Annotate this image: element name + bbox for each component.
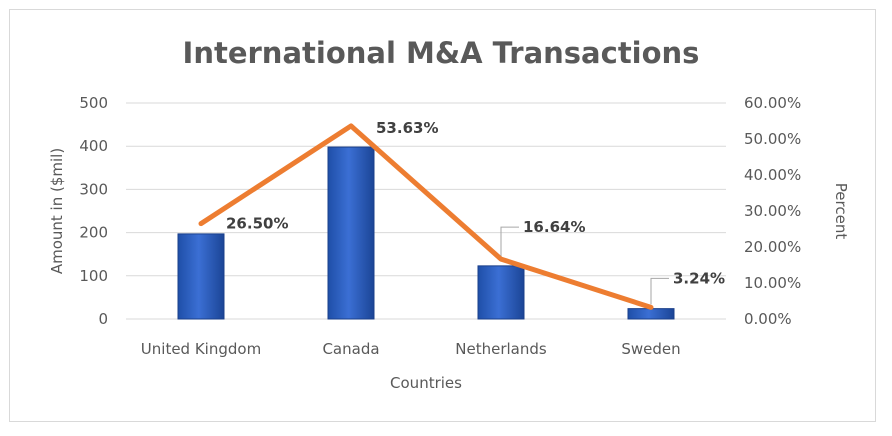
y2-tick-label: 60.00% bbox=[744, 94, 801, 112]
data-labels: 26.50% 53.63% 16.64% 3.24% bbox=[226, 119, 725, 287]
y2-tick-label: 10.00% bbox=[744, 274, 801, 292]
x-tick-label: Sweden bbox=[621, 340, 680, 358]
bar bbox=[177, 233, 225, 320]
y-tick-label: 200 bbox=[79, 224, 108, 242]
x-axis-title: Countries bbox=[390, 374, 462, 392]
chart-title: International M&A Transactions bbox=[183, 36, 700, 70]
bar-series bbox=[177, 146, 675, 320]
y-tick-label: 300 bbox=[79, 180, 108, 198]
chart-area bbox=[9, 9, 876, 422]
y2-tick-label: 50.00% bbox=[744, 130, 801, 148]
y2-tick-label: 40.00% bbox=[744, 166, 801, 184]
bar bbox=[477, 265, 525, 320]
y-axis-ticks: 0 100 200 300 400 500 bbox=[79, 94, 108, 328]
bar bbox=[627, 308, 675, 320]
x-tick-label: Canada bbox=[322, 340, 379, 358]
data-label: 16.64% bbox=[523, 218, 585, 236]
x-axis-ticks: United Kingdom Canada Netherlands Sweden bbox=[141, 340, 681, 358]
x-tick-label: United Kingdom bbox=[141, 340, 261, 358]
leader-line bbox=[500, 226, 519, 257]
leader-line bbox=[650, 277, 669, 305]
y2-tick-label: 30.00% bbox=[744, 202, 801, 220]
x-tick-label: Netherlands bbox=[455, 340, 547, 358]
y-tick-label: 500 bbox=[79, 94, 108, 112]
y2-axis-ticks: 0.00% 10.00% 20.00% 30.00% 40.00% 50.00% 60.00… bbox=[744, 94, 801, 328]
y2-axis-title: Percent bbox=[832, 183, 850, 240]
line-series bbox=[198, 123, 654, 310]
data-label: 53.63% bbox=[376, 119, 438, 137]
data-label: 3.24% bbox=[673, 269, 725, 287]
data-label: 26.50% bbox=[226, 215, 288, 233]
y-tick-label: 100 bbox=[79, 267, 108, 285]
y2-tick-label: 20.00% bbox=[744, 238, 801, 256]
leader-lines bbox=[500, 226, 669, 305]
gridlines bbox=[126, 102, 726, 320]
y-tick-label: 400 bbox=[79, 137, 108, 155]
y2-tick-label: 0.00% bbox=[744, 310, 792, 328]
bar bbox=[327, 146, 375, 320]
y-axis-title: Amount in ($mil) bbox=[48, 148, 66, 274]
y-tick-label: 0 bbox=[98, 310, 108, 328]
percent-line bbox=[198, 123, 654, 310]
